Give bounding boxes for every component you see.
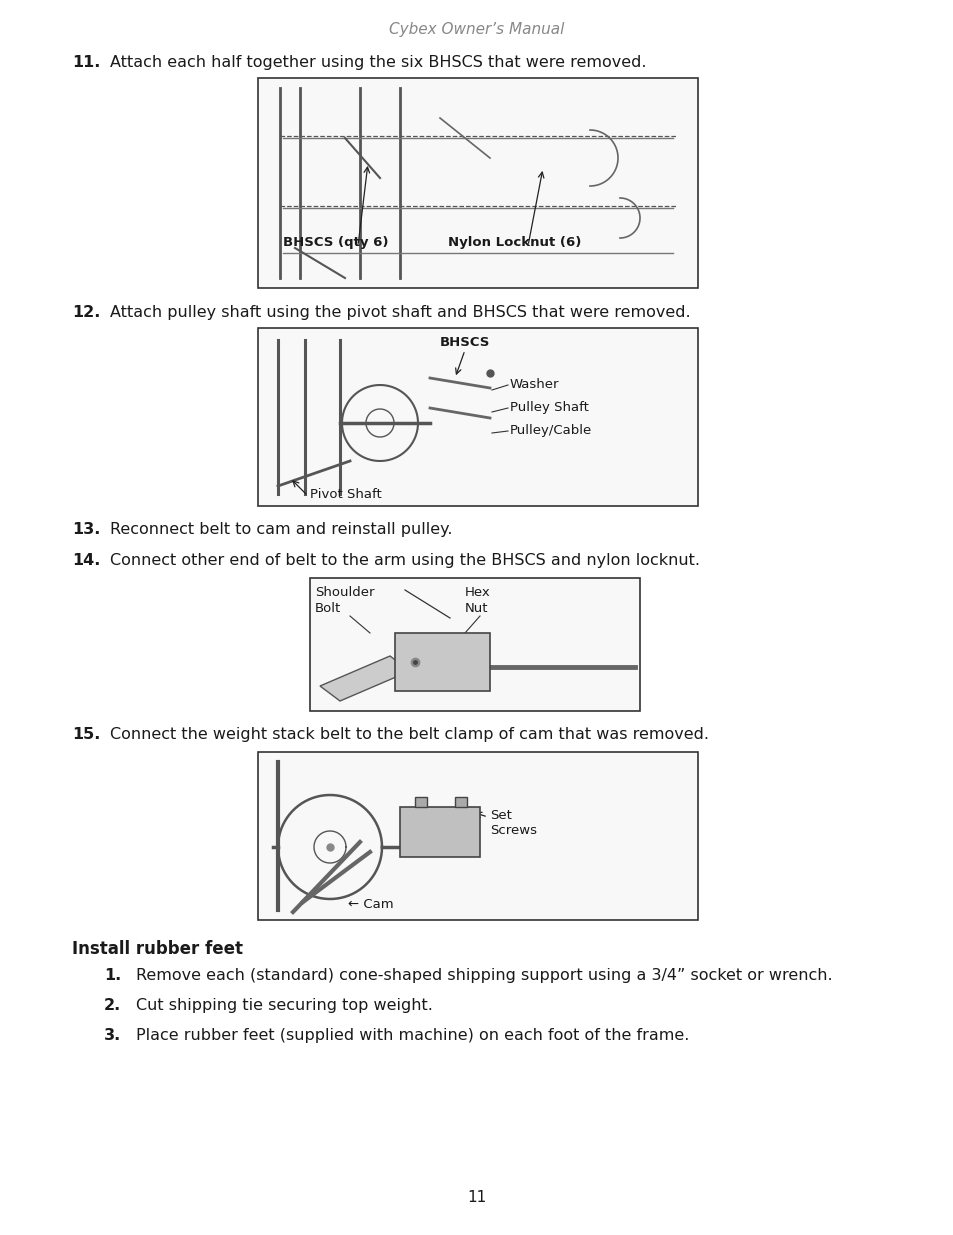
- Text: Connect other end of belt to the arm using the BHSCS and nylon locknut.: Connect other end of belt to the arm usi…: [110, 553, 700, 568]
- Bar: [399, 806, 479, 857]
- Text: Pivot Shaft: Pivot Shaft: [310, 488, 381, 501]
- Text: Bolt: Bolt: [314, 601, 341, 615]
- Text: Pulley/Cable: Pulley/Cable: [510, 424, 592, 437]
- Bar: [310, 578, 639, 711]
- Text: Shoulder: Shoulder: [314, 585, 375, 599]
- Text: Screws: Screws: [490, 824, 537, 837]
- Bar: [415, 797, 427, 806]
- Bar: [257, 752, 698, 920]
- Text: Install rubber feet: Install rubber feet: [71, 940, 243, 958]
- Text: 14.: 14.: [71, 553, 100, 568]
- Text: BHSCS (qty 6): BHSCS (qty 6): [283, 236, 388, 249]
- Text: Remove each (standard) cone-shaped shipping support using a 3/4” socket or wrenc: Remove each (standard) cone-shaped shipp…: [136, 968, 832, 983]
- Text: Nut: Nut: [464, 601, 488, 615]
- Text: 13.: 13.: [71, 522, 100, 537]
- Text: Nylon Locknut (6): Nylon Locknut (6): [448, 236, 580, 249]
- Text: 1.: 1.: [104, 968, 121, 983]
- Bar: [257, 78, 698, 288]
- Bar: [257, 329, 698, 506]
- Text: Reconnect belt to cam and reinstall pulley.: Reconnect belt to cam and reinstall pull…: [110, 522, 452, 537]
- Text: Cut shipping tie securing top weight.: Cut shipping tie securing top weight.: [136, 998, 433, 1013]
- Text: 15.: 15.: [71, 727, 100, 742]
- Text: Washer: Washer: [510, 378, 558, 391]
- Text: 2.: 2.: [104, 998, 121, 1013]
- Bar: [395, 634, 490, 692]
- Text: 11.: 11.: [71, 56, 100, 70]
- Text: BHSCS: BHSCS: [439, 336, 490, 350]
- Text: Place rubber feet (supplied with machine) on each foot of the frame.: Place rubber feet (supplied with machine…: [136, 1028, 689, 1044]
- Text: Attach each half together using the six BHSCS that were removed.: Attach each half together using the six …: [110, 56, 646, 70]
- Bar: [455, 797, 467, 806]
- Text: 3.: 3.: [104, 1028, 121, 1044]
- Text: Pulley Shaft: Pulley Shaft: [510, 401, 588, 414]
- Text: Connect the weight stack belt to the belt clamp of cam that was removed.: Connect the weight stack belt to the bel…: [110, 727, 708, 742]
- Text: Cybex Owner’s Manual: Cybex Owner’s Manual: [389, 22, 564, 37]
- Polygon shape: [319, 656, 410, 701]
- Text: Hex: Hex: [464, 585, 490, 599]
- Text: Attach pulley shaft using the pivot shaft and BHSCS that were removed.: Attach pulley shaft using the pivot shaf…: [110, 305, 690, 320]
- Text: ← Cam: ← Cam: [348, 898, 394, 911]
- Text: Set: Set: [490, 809, 512, 823]
- Text: 12.: 12.: [71, 305, 100, 320]
- Text: 11: 11: [467, 1191, 486, 1205]
